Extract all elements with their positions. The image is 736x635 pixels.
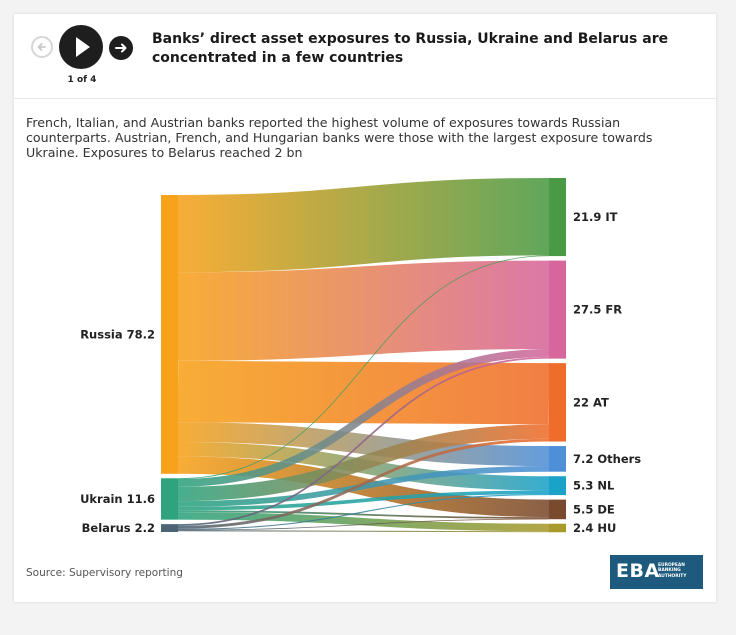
chart-subtitle: French, Italian, and Austrian banks repo… <box>26 115 653 160</box>
label-fr: 27.5 FR <box>573 303 622 317</box>
link-russia-others <box>177 422 550 467</box>
labels-layer: Russia 78.2 Ukrain 11.6 Belarus 2.2 21.9 IT… <box>80 210 641 535</box>
link-ukrain-fr <box>177 348 550 487</box>
link-ukrain-nl <box>177 490 550 511</box>
link-belarus-fr <box>177 356 550 526</box>
link-ukrain-it <box>177 255 550 480</box>
link-ukrain-at <box>177 424 550 502</box>
link-russia-at <box>177 360 550 425</box>
label-de: 5.5 DE <box>573 502 615 516</box>
node-hu <box>549 523 566 533</box>
logo-line-2: BANKING <box>658 568 681 574</box>
sankey-chart: Russia 78.2 Ukrain 11.6 Belarus 2.2 21.9 IT… <box>80 177 641 535</box>
node-others <box>549 446 566 472</box>
link-belarus-hu <box>177 530 550 533</box>
node-it <box>549 178 566 257</box>
node-russia <box>161 195 178 474</box>
node-belarus <box>161 524 178 532</box>
label-belarus: Belarus 2.2 <box>82 521 155 535</box>
node-ukrain <box>161 478 178 520</box>
link-belarus-de <box>177 518 550 531</box>
link-russia-fr <box>177 260 550 361</box>
logo-subtext: EUROPEAN BANKING AUTHORITY <box>658 563 686 579</box>
link-belarus-at <box>177 438 550 529</box>
play-button[interactable] <box>59 25 103 69</box>
label-russia: Russia 78.2 <box>80 327 155 341</box>
chart-card: 1 of 4 Banks’ direct asset exposures to … <box>14 14 716 602</box>
node-nl <box>549 476 566 496</box>
next-button[interactable] <box>109 36 133 60</box>
node-at <box>549 363 566 442</box>
link-ukrain-others <box>177 466 550 507</box>
link-ukrain-de <box>177 510 550 519</box>
label-ukrain: Ukrain 11.6 <box>80 492 155 506</box>
chart-header: 1 of 4 Banks’ direct asset exposures to … <box>14 14 716 99</box>
play-icon <box>76 37 90 57</box>
links-layer <box>177 177 550 533</box>
link-belarus-nl <box>177 494 550 530</box>
label-it: 21.9 IT <box>573 210 618 224</box>
label-hu: 2.4 HU <box>573 521 616 535</box>
nodes-layer <box>161 178 566 533</box>
slide-counter: 1 of 4 <box>67 75 97 85</box>
chart-title: Banks’ direct asset exposures to Russia,… <box>152 31 669 66</box>
node-de <box>549 499 566 520</box>
label-others: 7.2 Others <box>573 452 641 466</box>
link-russia-it <box>177 177 550 273</box>
label-nl: 5.3 NL <box>573 479 615 493</box>
label-at: 22 AT <box>573 395 609 409</box>
arrow-right-icon <box>115 43 127 53</box>
logo-line-3: AUTHORITY <box>658 573 687 579</box>
previous-button[interactable] <box>31 36 53 58</box>
arrow-left-icon <box>37 43 46 51</box>
logo-line-1: EUROPEAN <box>658 563 685 568</box>
node-fr <box>549 260 566 359</box>
eba-logo: EBA EUROPEAN BANKING AUTHORITY <box>610 555 703 589</box>
source-note: Source: Supervisory reporting <box>26 567 183 579</box>
logo-text: EBA <box>616 560 660 582</box>
